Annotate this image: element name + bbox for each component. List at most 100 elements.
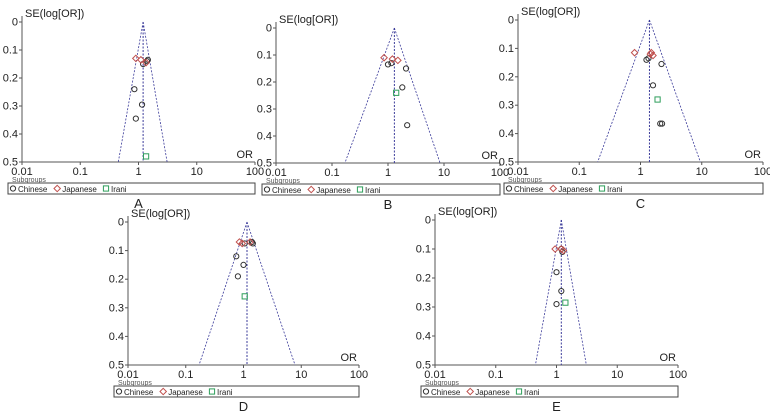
data-point-japanese — [551, 245, 560, 253]
data-point-chinese — [240, 261, 247, 268]
data-point-chinese — [131, 86, 138, 93]
x-tick-label: 10 — [611, 369, 623, 381]
data-point-japanese — [393, 56, 402, 65]
y-tick-label: 0.5 — [3, 157, 18, 169]
y-tick-label: 0.5 — [257, 158, 272, 170]
y-tick-label: 0.1 — [109, 245, 124, 257]
x-tick-label: 1 — [553, 369, 559, 381]
x-tick-label: 0.01 — [117, 369, 138, 381]
data-point-chinese — [233, 253, 240, 260]
legend-label-japanese: Japanese — [475, 388, 510, 397]
panel-label: A — [134, 196, 143, 211]
legend-title: Subgroups — [118, 380, 152, 387]
funnel-plot-e: 0 0.1 0.2 0.3 0.4 0.50.01 0.1 1 10 100 SE(log[OR])… — [416, 206, 687, 413]
funnel-plot-b: 0 0.1 0.2 0.3 0.4 0.50.01 0.1 1 10 100 SE(log[OR])… — [257, 14, 509, 212]
legend-marker-japanese — [549, 184, 558, 193]
funnel-upper-limit — [394, 27, 441, 164]
funnel-plot-a: 0 0.1 0.2 0.3 0.4 0.50.01 0.1 1 10 100 SE(log[OR])… — [3, 8, 264, 211]
data-point-chinese — [132, 115, 139, 122]
y-axis-label: SE(log[OR]) — [438, 206, 497, 218]
y-tick-label: 0.2 — [3, 73, 18, 85]
legend-label-chinese: Chinese — [431, 388, 461, 397]
data-point-japanese — [649, 51, 657, 60]
y-tick-label: 0.2 — [257, 77, 272, 89]
y-tick-label: 0.4 — [109, 331, 124, 343]
funnel-lower-limit — [535, 219, 562, 366]
x-tick-label: 0.01 — [11, 166, 32, 178]
legend-title: Subgroups — [508, 177, 542, 184]
data-point-irani — [654, 96, 661, 103]
data-point-chinese — [234, 273, 242, 280]
x-axis-label: OR — [745, 149, 762, 161]
x-axis-label: OR — [237, 149, 254, 161]
data-point-chinese — [241, 240, 248, 247]
funnel-plot-c: 0 0.1 0.2 0.3 0.4 0.50.01 0.1 1 10 100 SE(log[OR])… — [499, 6, 770, 211]
legend-label-chinese: Chinese — [514, 185, 544, 194]
funnel-lower-limit — [344, 27, 395, 164]
y-tick-label: 0.5 — [416, 360, 431, 372]
data-point-japanese — [137, 55, 145, 64]
legend-marker-chinese — [9, 185, 17, 192]
legend-marker-japanese — [307, 185, 316, 194]
y-axis-label: SE(log[OR]) — [25, 8, 84, 20]
legend-box — [261, 183, 501, 196]
legend-box — [420, 385, 679, 398]
legend-label-japanese: Japanese — [316, 186, 351, 195]
legend-marker-irani — [598, 185, 606, 192]
y-tick-label: 0.1 — [499, 43, 514, 55]
y-tick-label: 0.3 — [109, 302, 124, 314]
data-point-chinese — [657, 120, 664, 127]
legend-marker-irani — [208, 388, 216, 395]
legend-marker-irani — [356, 186, 364, 193]
legend-label-irani: Irani — [607, 185, 623, 194]
x-tick-label: 10 — [191, 166, 203, 178]
data-point-chinese — [384, 61, 392, 68]
data-point-chinese — [553, 269, 560, 276]
x-tick-label: 0.01 — [424, 369, 445, 381]
legend-marker-irani — [515, 388, 523, 395]
data-point-chinese — [658, 120, 666, 127]
legend-box — [503, 182, 764, 195]
legend-marker-irani — [102, 185, 110, 192]
y-axis-label: SE(log[OR]) — [131, 208, 190, 220]
x-tick-label: 100 — [669, 369, 687, 381]
y-tick-label: 0 — [425, 215, 431, 227]
data-point-japanese — [647, 48, 656, 57]
y-tick-label: 0 — [12, 17, 18, 29]
legend-marker-chinese — [422, 388, 430, 395]
data-point-irani — [393, 89, 400, 96]
x-tick-label: 0.1 — [572, 166, 587, 178]
x-tick-label: 100 — [491, 167, 509, 179]
x-tick-label: 10 — [295, 369, 307, 381]
panel-label: D — [239, 399, 248, 413]
panel-label: B — [384, 197, 393, 212]
x-tick-label: 100 — [246, 166, 264, 178]
y-tick-label: 0.2 — [416, 273, 431, 285]
y-tick-label: 0 — [118, 217, 124, 229]
y-tick-label: 0.5 — [109, 360, 124, 372]
legend-label-irani: Irani — [111, 185, 127, 194]
y-tick-label: 0.4 — [3, 129, 18, 141]
data-point-japanese — [131, 54, 140, 63]
x-tick-label: 10 — [438, 167, 450, 179]
y-tick-label: 0.4 — [257, 131, 272, 143]
legend-box — [113, 385, 360, 398]
legend-label-irani: Irani — [524, 388, 540, 397]
x-tick-label: 0.01 — [507, 166, 528, 178]
data-point-chinese — [388, 60, 395, 67]
legend-label-chinese: Chinese — [124, 388, 154, 397]
legend-label-chinese: Chinese — [18, 185, 48, 194]
x-tick-label: 1 — [385, 167, 391, 179]
y-tick-label: 0.4 — [499, 128, 514, 140]
funnel-lower-limit — [597, 19, 650, 163]
data-point-chinese — [553, 301, 560, 308]
legend-marker-chinese — [263, 186, 271, 193]
y-tick-label: 0.1 — [3, 45, 18, 57]
data-point-irani — [562, 299, 569, 306]
y-tick-label: 0.2 — [109, 274, 124, 286]
legend-marker-japanese — [53, 184, 62, 193]
